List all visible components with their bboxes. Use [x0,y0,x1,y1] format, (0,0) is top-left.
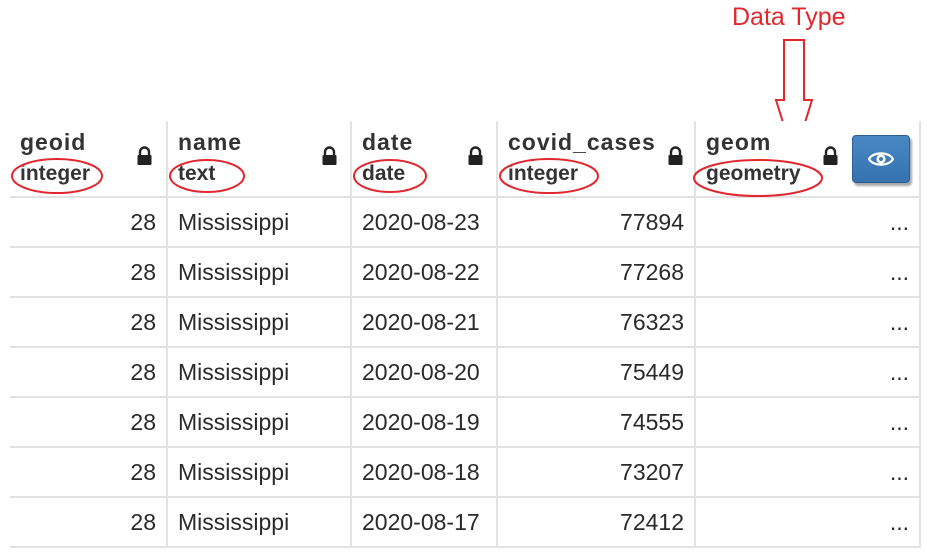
cell-geoid[interactable]: 28 [10,396,168,448]
cell-geom[interactable]: ... [694,446,921,498]
cell-date[interactable]: 2020-08-20 [350,346,498,398]
lock-icon [468,146,483,165]
table-row[interactable]: 28 Mississippi 2020-08-18 73207... [10,446,921,498]
cell-geom[interactable]: ... [694,196,921,248]
column-header-geoid[interactable]: geoid integer [10,121,168,198]
column-name: covid_cases [508,129,656,155]
table-row[interactable]: 28 Mississippi 2020-08-22 77268... [10,246,921,298]
eye-icon [868,152,894,166]
cell-name[interactable]: Mississippi [166,296,352,348]
lock-icon [322,146,337,165]
cell-name[interactable]: Mississippi [166,446,352,498]
cell-covid-cases[interactable]: 72412 [496,496,696,548]
table-row[interactable]: 28 Mississippi 2020-08-21 76323... [10,296,921,348]
column-type: text [178,162,216,185]
cell-covid-cases[interactable]: 77894 [496,196,696,248]
cell-geoid[interactable]: 28 [10,296,168,348]
lock-icon [823,146,838,165]
cell-name[interactable]: Mississippi [166,396,352,448]
lock-icon [668,146,683,165]
lock-icon [137,146,152,165]
cell-covid-cases[interactable]: 75449 [496,346,696,398]
column-type: integer [20,162,91,185]
cell-geoid[interactable]: 28 [10,446,168,498]
cell-covid-cases[interactable]: 73207 [496,446,696,498]
cell-geom[interactable]: ... [694,246,921,298]
column-header-geom[interactable]: geom geometry [694,121,921,198]
column-type: date [362,162,406,185]
column-name: geoid [20,129,87,155]
cell-geoid[interactable]: 28 [10,196,168,248]
cell-date[interactable]: 2020-08-22 [350,246,498,298]
cell-date[interactable]: 2020-08-18 [350,446,498,498]
column-header-date[interactable]: date date [350,121,498,198]
cell-covid-cases[interactable]: 76323 [496,296,696,348]
table-row[interactable]: 28 Mississippi 2020-08-19 74555... [10,396,921,448]
column-name: name [178,129,243,155]
cell-geom[interactable]: ... [694,396,921,448]
column-header-covid-cases[interactable]: covid_cases integer [496,121,696,198]
cell-geoid[interactable]: 28 [10,246,168,298]
view-geometry-button[interactable] [852,135,910,183]
cell-geoid[interactable]: 28 [10,496,168,548]
cell-date[interactable]: 2020-08-23 [350,196,498,248]
column-name: geom [706,129,772,155]
cell-geom[interactable]: ... [694,496,921,548]
cell-date[interactable]: 2020-08-19 [350,396,498,448]
table-row[interactable]: 28 Mississippi 2020-08-20 75449... [10,346,921,398]
cell-name[interactable]: Mississippi [166,496,352,548]
cell-date[interactable]: 2020-08-17 [350,496,498,548]
cell-name[interactable]: Mississippi [166,346,352,398]
cell-name[interactable]: Mississippi [166,246,352,298]
cell-geoid[interactable]: 28 [10,346,168,398]
header-row: geoid integer name text date date [10,121,921,198]
cell-date[interactable]: 2020-08-21 [350,296,498,348]
cell-covid-cases[interactable]: 77268 [496,246,696,298]
cell-geom[interactable]: ... [694,296,921,348]
table-row[interactable]: 28 Mississippi 2020-08-23 77894... [10,196,921,248]
table-row[interactable]: 28 Mississippi 2020-08-17 72412... [10,496,921,548]
cell-covid-cases[interactable]: 74555 [496,396,696,448]
annotation-data-type-label: Data Type [732,3,846,31]
column-header-name[interactable]: name text [166,121,352,198]
column-type: geometry [706,162,801,185]
results-table: geoid integer name text date date [10,121,921,548]
cell-geom[interactable]: ... [694,346,921,398]
column-name: date [362,129,414,155]
cell-name[interactable]: Mississippi [166,196,352,248]
column-type: integer [508,162,579,185]
